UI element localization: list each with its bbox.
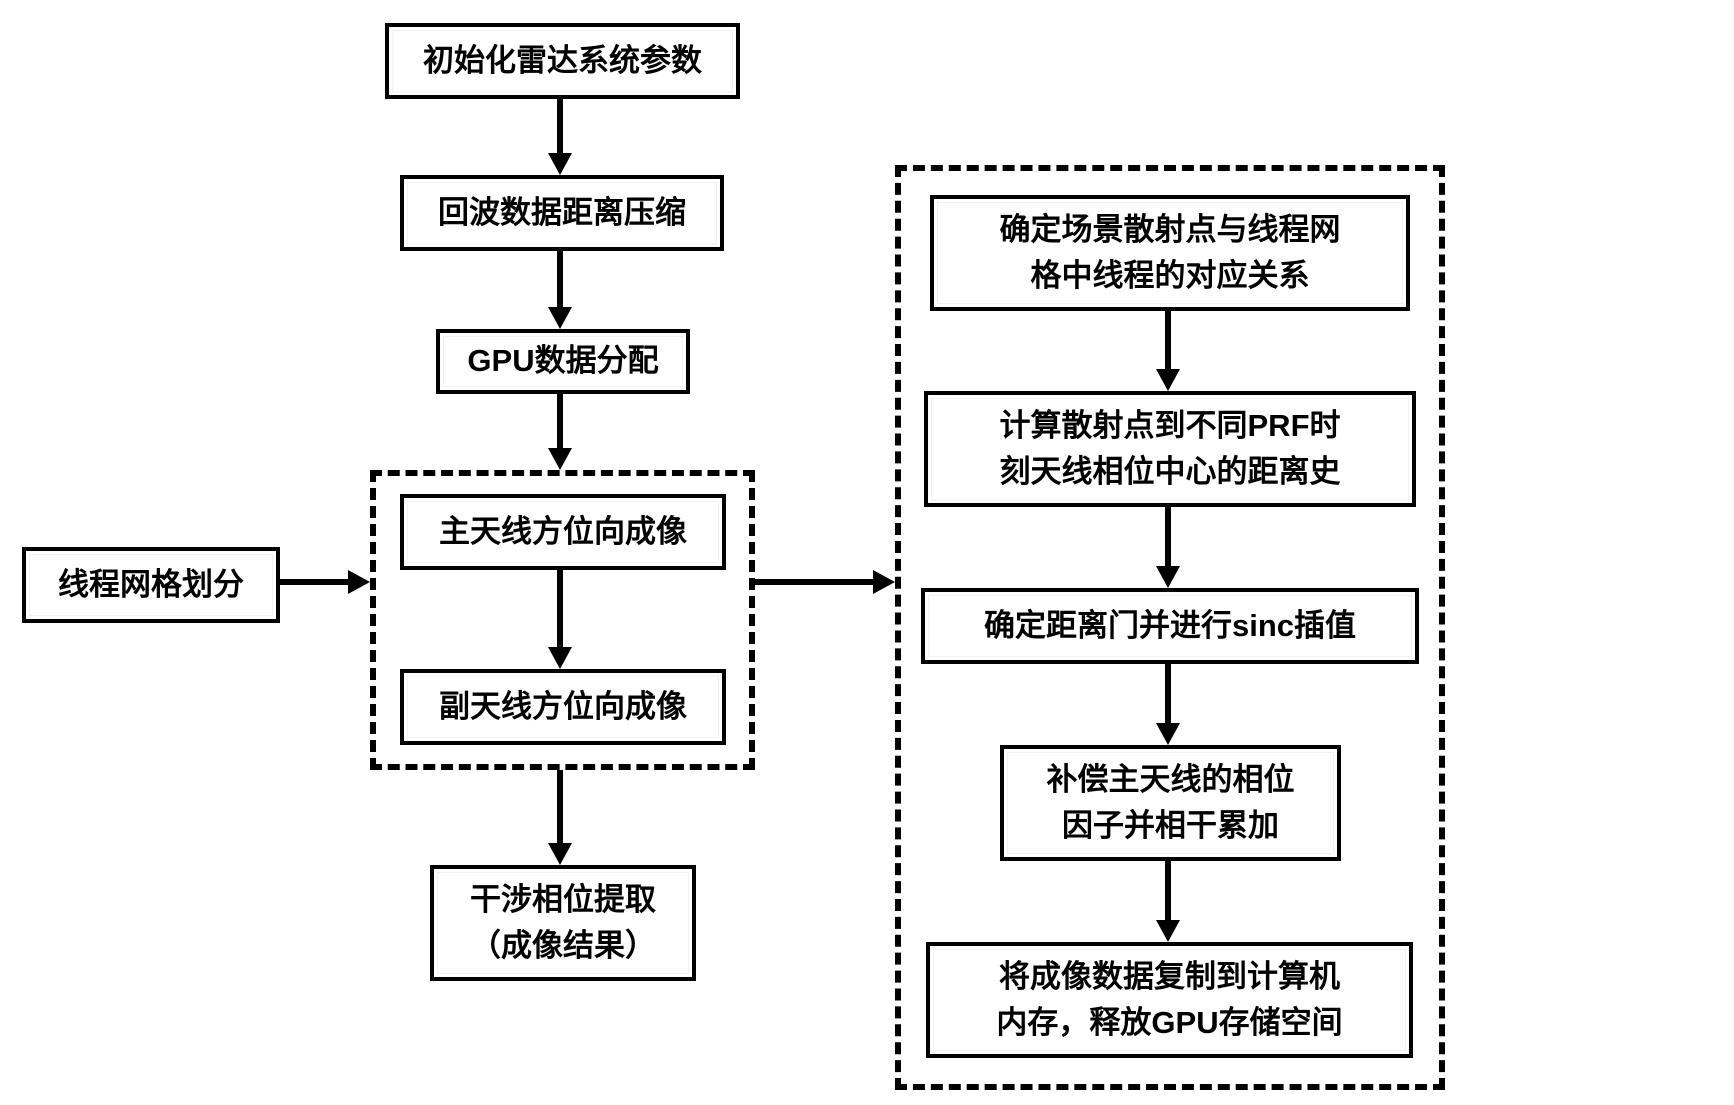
arrow-head-right-3: [1156, 723, 1180, 745]
calc-scatter-box: 计算散射点到不同PRF时 刻天线相位中心的距离史: [924, 391, 1416, 507]
arrow-head-center-1: [548, 153, 572, 175]
scatter-thread-line2: 格中线程的对应关系: [1000, 253, 1341, 300]
copy-data-box: 将成像数据复制到计算机 内存，释放GPU存储空间: [926, 942, 1413, 1058]
arrow-center-2: [557, 251, 563, 309]
gpu-alloc-label: GPU数据分配: [467, 338, 658, 385]
compensate-line1: 补偿主天线的相位: [1047, 757, 1295, 804]
main-antenna-label: 主天线方位向成像: [439, 509, 687, 556]
arrow-head-right-2: [1156, 566, 1180, 588]
arrow-head-left-to-center: [348, 570, 370, 594]
init-radar-box: 初始化雷达系统参数: [385, 23, 740, 99]
arrow-center-3: [557, 394, 563, 450]
arrow-head-center-4: [548, 647, 572, 669]
calc-scatter-line2: 刻天线相位中心的距离史: [1000, 449, 1341, 496]
arrow-head-right-4: [1156, 920, 1180, 942]
scatter-thread-line1: 确定场景散射点与线程网: [1000, 207, 1341, 254]
arrow-head-right-1: [1156, 369, 1180, 391]
arrow-left-to-center: [280, 579, 350, 585]
arrow-center-5: [557, 770, 563, 845]
compensate-label: 补偿主天线的相位 因子并相干累加: [1047, 757, 1295, 850]
gpu-alloc-box: GPU数据分配: [436, 329, 690, 394]
calc-scatter-line1: 计算散射点到不同PRF时: [1000, 403, 1341, 450]
compensate-box: 补偿主天线的相位 因子并相干累加: [1000, 745, 1341, 861]
interference-line1: 干涉相位提取: [470, 877, 656, 924]
thread-grid-label: 线程网格划分: [58, 562, 244, 609]
arrow-right-1: [1165, 311, 1171, 371]
scatter-thread-label: 确定场景散射点与线程网 格中线程的对应关系: [1000, 207, 1341, 300]
arrow-right-4: [1165, 861, 1171, 922]
init-radar-label: 初始化雷达系统参数: [423, 38, 702, 85]
arrow-head-center-to-right: [873, 570, 895, 594]
arrow-head-center-2: [548, 307, 572, 329]
arrow-right-2: [1165, 507, 1171, 568]
compensate-line2: 因子并相干累加: [1047, 803, 1295, 850]
sub-antenna-label: 副天线方位向成像: [439, 684, 687, 731]
interference-label: 干涉相位提取 （成像结果）: [470, 877, 656, 970]
copy-data-line1: 将成像数据复制到计算机: [996, 954, 1342, 1001]
sub-antenna-box: 副天线方位向成像: [400, 669, 726, 745]
range-gate-box: 确定距离门并进行sinc插值: [921, 588, 1419, 664]
arrow-center-4: [557, 570, 563, 649]
arrow-head-center-5: [548, 843, 572, 865]
copy-data-label: 将成像数据复制到计算机 内存，释放GPU存储空间: [996, 954, 1342, 1047]
interference-box: 干涉相位提取 （成像结果）: [430, 865, 696, 981]
arrow-head-center-3: [548, 448, 572, 470]
arrow-right-3: [1165, 664, 1171, 725]
arrow-center-to-right: [755, 579, 875, 585]
range-gate-label: 确定距离门并进行sinc插值: [984, 603, 1356, 650]
main-antenna-box: 主天线方位向成像: [400, 494, 726, 570]
echo-compress-label: 回波数据距离压缩: [438, 190, 686, 237]
interference-line2: （成像结果）: [470, 923, 656, 970]
thread-grid-box: 线程网格划分: [22, 547, 280, 623]
scatter-thread-box: 确定场景散射点与线程网 格中线程的对应关系: [930, 195, 1410, 311]
echo-compress-box: 回波数据距离压缩: [400, 175, 724, 251]
copy-data-line2: 内存，释放GPU存储空间: [996, 1000, 1342, 1047]
calc-scatter-label: 计算散射点到不同PRF时 刻天线相位中心的距离史: [1000, 403, 1341, 496]
arrow-center-1: [557, 99, 563, 155]
